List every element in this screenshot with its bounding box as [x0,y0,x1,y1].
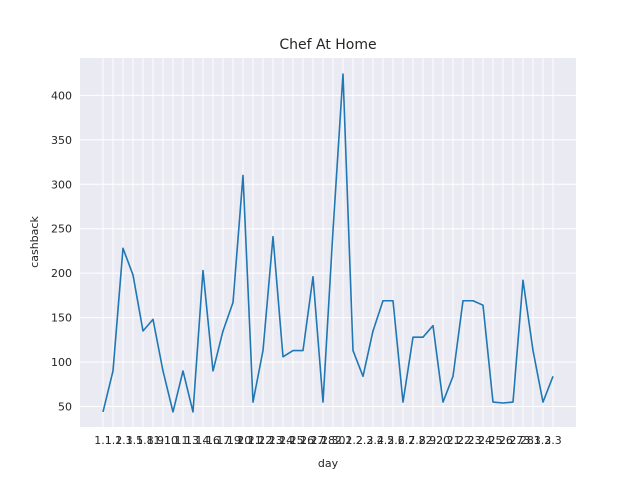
plot-background [80,58,576,427]
x-tick-label: 1.3 [115,434,133,447]
chart-title: Chef At Home [279,37,376,53]
x-axis-label: day [318,457,339,470]
x-tick-label: 2.20 [426,434,451,447]
x-tick-label: 1.24 [269,434,294,447]
x-tick-label: 2.6 [387,434,405,447]
x-tick-label: 1.8 [136,434,154,447]
y-tick-label: 400 [51,89,72,102]
x-tick-label: 2.9 [419,434,437,447]
x-tick-label: 1.23 [258,434,283,447]
x-tick-label: 2.28 [509,434,534,447]
y-tick-label: 300 [51,178,72,191]
x-tick-label: 1.14 [185,434,210,447]
x-tick-label: 2.4 [366,434,384,447]
x-tick-label: 1.17 [206,434,231,447]
y-tick-labels: 50 100 150 200 250 300 350 400 [51,89,72,413]
y-tick-label: 200 [51,267,72,280]
x-tick-label: 1.19 [216,434,241,447]
x-tick-label: 1.9 [147,434,165,447]
x-tick-label: 3.3 [544,434,562,447]
y-tick-label: 250 [51,223,72,236]
x-tick-label: 1.20 [227,434,252,447]
x-tick-label: 1.26 [290,434,315,447]
y-tick-label: 350 [51,134,72,147]
x-tick-label: 2.22 [447,434,472,447]
x-tick-label: 1.21 [237,434,262,447]
x-tick-label: 2.27 [499,434,524,447]
grid [80,58,576,427]
x-tick-label: 2.25 [478,434,503,447]
x-tick-label: 1.1 [94,434,112,447]
x-tick-label: 3.1 [523,434,541,447]
x-tick-label: 2.8 [408,434,426,447]
y-tick-label: 50 [58,401,72,414]
x-tick-label: 1.22 [248,434,273,447]
x-tick-label: 2.3 [356,434,374,447]
x-tick-label: 1.16 [195,434,220,447]
x-tick-label: 2.23 [457,434,482,447]
y-tick-label: 150 [51,312,72,325]
x-tick-label: 3.2 [534,434,552,447]
x-tick-label: 1.2 [105,434,123,447]
x-tick-label: 2.1 [335,434,353,447]
x-tick-label: 1.10 [154,434,179,447]
x-tick-label: 2.24 [467,434,492,447]
x-tick-label: 1.30 [321,434,346,447]
x-tick-label: 2.2 [345,434,363,447]
x-tick-label: 1.28 [311,434,336,447]
x-tick-label: 1.27 [300,434,325,447]
x-tick-label: 1.13 [174,434,199,447]
x-tick-label: 1.5 [126,434,144,447]
x-tick-label: 2.7 [398,434,416,447]
x-tick-labels: 1.11.21.31.51.81.91.101.111.131.141.161.… [94,434,562,447]
y-axis-label: cashback [28,216,41,268]
x-tick-label: 2.26 [488,434,513,447]
x-tick-label: 2.21 [436,434,461,447]
y-tick-label: 100 [51,356,72,369]
series-line [102,73,554,413]
x-tick-label: 1.25 [279,434,304,447]
x-tick-label: 2.5 [377,434,395,447]
x-tick-label: 1.11 [164,434,189,447]
